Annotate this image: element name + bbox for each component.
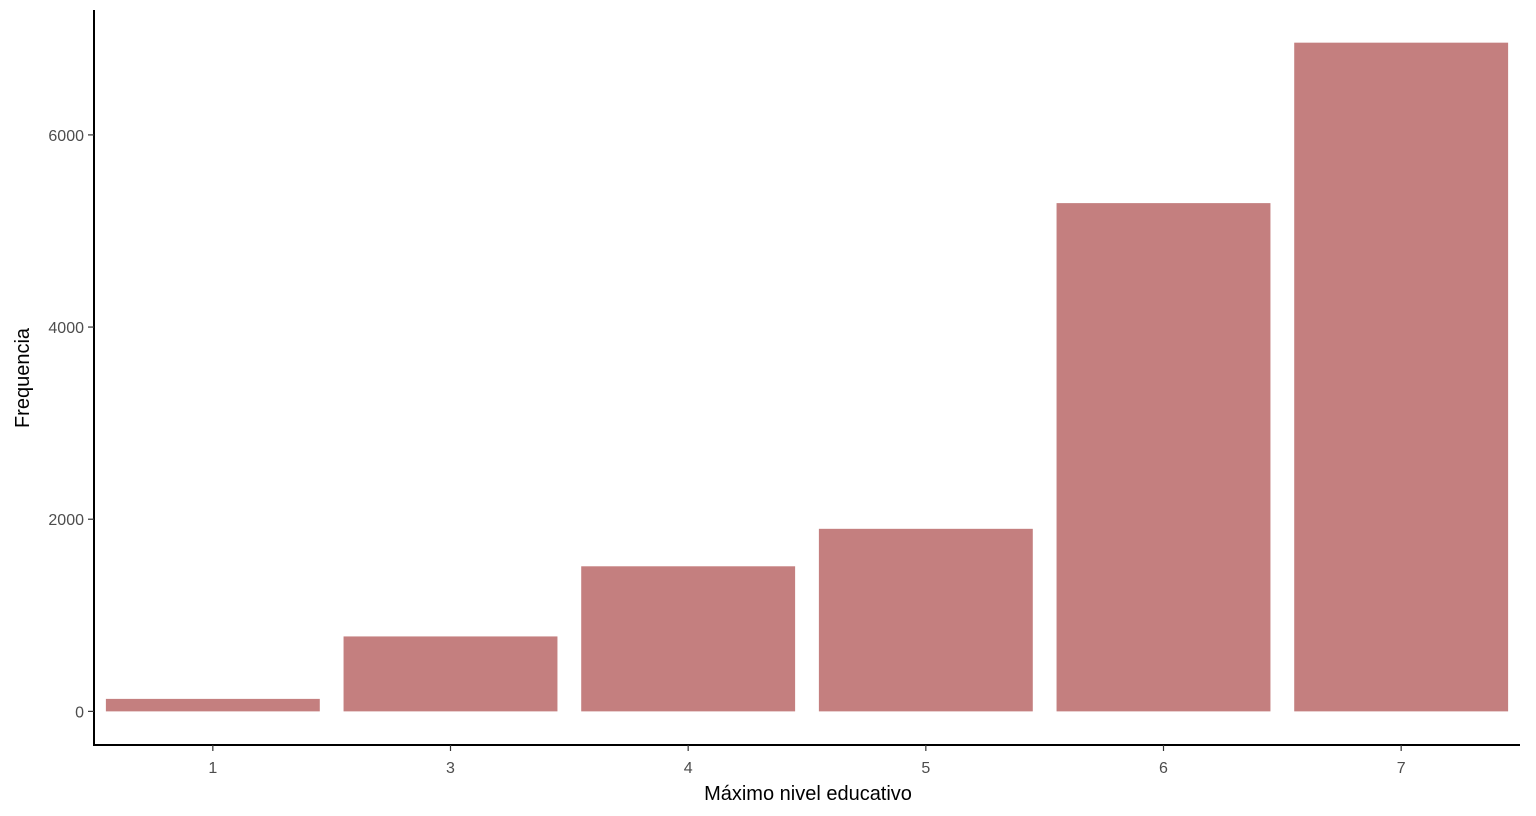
bar-4 (581, 566, 796, 712)
x-axis-title: Máximo nivel educativo (704, 783, 912, 805)
bar-6 (1056, 203, 1271, 712)
x-tick-label: 7 (1397, 760, 1406, 777)
y-tick-label: 6000 (48, 128, 84, 145)
y-ticks-group: 0 2000 4000 6000 (48, 128, 94, 721)
x-ticks-group: 1 3 4 5 6 7 (208, 745, 1406, 777)
y-axis-title: Frequencia (12, 327, 34, 428)
x-tick-label: 5 (921, 760, 930, 777)
y-tick-label: 2000 (48, 512, 84, 529)
bar-5 (818, 528, 1033, 712)
x-tick-label: 6 (1159, 760, 1168, 777)
x-tick-label: 1 (208, 760, 217, 777)
bars-group (105, 42, 1509, 712)
x-tick-label: 4 (684, 760, 693, 777)
x-tick-label: 3 (446, 760, 455, 777)
bar-1 (105, 698, 320, 712)
bar-7 (1294, 42, 1509, 712)
y-tick-label: 4000 (48, 320, 84, 337)
bar-3 (343, 636, 558, 712)
y-tick-label: 0 (75, 704, 84, 721)
